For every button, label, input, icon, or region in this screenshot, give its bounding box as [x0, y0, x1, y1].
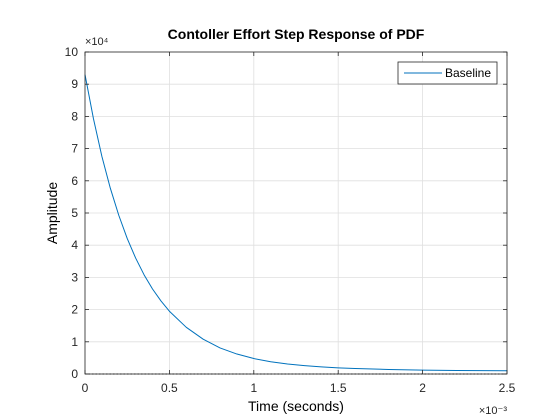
y-tick-label: 8: [71, 109, 78, 123]
y-tick-label: 7: [71, 142, 78, 156]
y-axis-title: Amplitude: [44, 182, 60, 244]
y-tick-label: 4: [71, 238, 78, 252]
y-tick-label: 6: [71, 174, 78, 188]
x-tick-label: 1: [250, 381, 257, 395]
y-tick-label: 0: [71, 367, 78, 381]
x-tick-label: 2: [419, 381, 426, 395]
y-tick-label: 10: [65, 45, 79, 59]
y-tick-label: 9: [71, 77, 78, 91]
x-tick-label: 0: [82, 381, 89, 395]
x-tick-label: 2.5: [499, 381, 516, 395]
chart-title: Contoller Effort Step Response of PDF: [168, 26, 425, 42]
x-axis-exponent-label: ×10⁻³: [479, 405, 507, 417]
x-tick-label: 0.5: [161, 381, 178, 395]
y-tick-label: 5: [71, 206, 78, 220]
legend-label-baseline: Baseline: [445, 66, 491, 80]
legend: Baseline: [398, 62, 497, 84]
x-tick-label: 1.5: [330, 381, 347, 395]
x-axis-title: Time (seconds): [248, 398, 344, 414]
y-axis-exponent-label: ×10⁴: [85, 36, 109, 48]
y-tick-label: 2: [71, 303, 78, 317]
y-tick-label: 3: [71, 270, 78, 284]
y-tick-label: 1: [71, 335, 78, 349]
